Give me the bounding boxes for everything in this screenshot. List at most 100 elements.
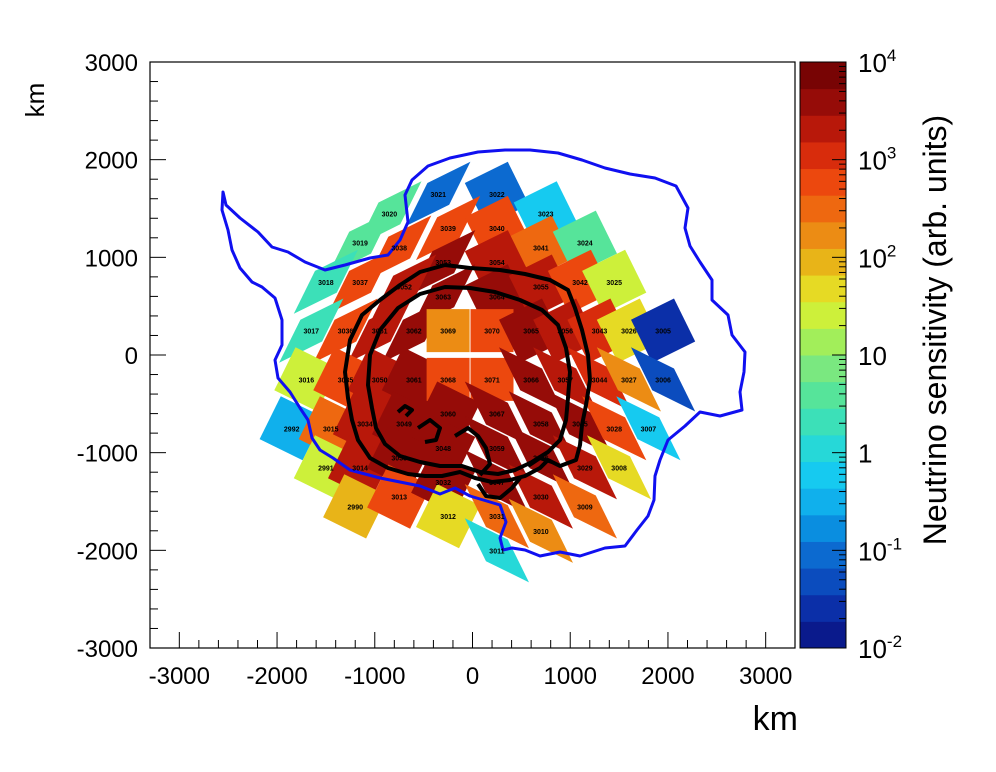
cell-label-3023: 3023 — [538, 211, 554, 218]
cell-label-3043: 3043 — [592, 329, 608, 336]
cell-label-2992: 2992 — [284, 426, 300, 433]
cell-label-3037: 3037 — [352, 280, 368, 287]
continent-outlines — [220, 148, 747, 558]
colorbar-tick-label: 10 — [858, 341, 887, 371]
cell-label-3060: 3060 — [440, 412, 456, 419]
colorbar-segment — [800, 408, 846, 436]
cell-3053 — [411, 230, 476, 295]
x-tick-label: 0 — [466, 663, 479, 690]
cell-3006 — [631, 347, 696, 412]
cell-label-3007: 3007 — [641, 426, 657, 433]
colorbar-tick-label: 102 — [858, 241, 896, 273]
x-axis: -3000 -2000 -1000 0 1000 2000 3000 — [149, 632, 792, 690]
cell-label-3062: 3062 — [406, 329, 422, 336]
cell-label-3038: 3038 — [391, 246, 407, 253]
colorbar-segment — [800, 275, 846, 303]
colorbar-segment — [800, 301, 846, 329]
cell-label-3066: 3066 — [523, 377, 539, 384]
colorbar-segment — [800, 115, 846, 143]
colorbar-segment — [800, 488, 846, 516]
coastline-outline — [220, 148, 747, 558]
cell-label-3071: 3071 — [484, 377, 500, 384]
colorbar-tick-label: 103 — [858, 144, 896, 176]
cell-label-3008: 3008 — [611, 465, 627, 472]
cell-label-3017: 3017 — [304, 329, 320, 336]
cell-label-3016: 3016 — [299, 377, 315, 384]
cell-label-3032: 3032 — [435, 480, 451, 487]
y-tick-label: -1000 — [77, 441, 138, 468]
cell-label-3064: 3064 — [489, 294, 505, 301]
cell-3011 — [464, 518, 529, 583]
colorbar-tick-label: 10-2 — [858, 632, 902, 664]
cell-3025 — [582, 249, 647, 314]
y-tick-label: -3000 — [77, 636, 138, 663]
colorbar-segment — [800, 514, 846, 542]
cell-3030 — [508, 464, 573, 529]
y-axis-label: km — [20, 83, 50, 118]
cell-label-3035: 3035 — [338, 377, 354, 384]
grounding-line-outline — [366, 285, 572, 476]
cell-3010 — [508, 498, 573, 563]
cell-label-3018: 3018 — [318, 280, 334, 287]
cell-label-3021: 3021 — [431, 192, 447, 199]
cell-label-3049: 3049 — [396, 421, 412, 428]
cell-3008 — [587, 435, 652, 500]
colorbar-segment — [800, 248, 846, 276]
cell-label-3070: 3070 — [484, 329, 500, 336]
cell-label-3015: 3015 — [323, 426, 339, 433]
cell-label-3047: 3047 — [489, 480, 505, 487]
cell-label-3052: 3052 — [396, 285, 412, 292]
cell-2992 — [259, 396, 324, 461]
cell-label-3056: 3056 — [558, 329, 574, 336]
colorbar-segment — [800, 221, 846, 249]
cell-label-3033: 3033 — [391, 456, 407, 463]
cell-label-3068: 3068 — [440, 377, 456, 384]
colorbar-segment — [800, 621, 846, 649]
cell-label-3040: 3040 — [489, 226, 505, 233]
cell-label-3027: 3027 — [621, 377, 637, 384]
cell-label-3058: 3058 — [533, 421, 549, 428]
y-tick-label: 3000 — [85, 50, 138, 77]
cell-label-3057: 3057 — [558, 377, 574, 384]
x-tick-label: 1000 — [544, 663, 597, 690]
colorbar-segment — [800, 541, 846, 569]
cell-label-3012: 3012 — [440, 514, 456, 521]
cell-label-3013: 3013 — [391, 495, 407, 502]
cell-label-3006: 3006 — [655, 377, 671, 384]
x-axis-label: km — [753, 700, 798, 738]
cell-3012 — [416, 484, 481, 549]
cell-label-3025: 3025 — [606, 280, 622, 287]
cell-3007 — [616, 396, 681, 461]
cell-label-3014: 3014 — [352, 465, 368, 472]
colorbar-segment — [800, 461, 846, 489]
colorbar-segment — [800, 328, 846, 356]
cell-3069 — [426, 309, 470, 353]
colorbar-label: Neutrino sensitivity (arb. units) — [917, 115, 953, 545]
x-tick-label: 3000 — [739, 663, 792, 690]
cell-label-3063: 3063 — [435, 294, 451, 301]
ice-stream-outline — [396, 404, 553, 500]
cell-label-3034: 3034 — [357, 421, 373, 428]
colorbar-segment — [800, 594, 846, 622]
cell-3057 — [533, 347, 598, 412]
cell-3037 — [328, 249, 393, 314]
cell-label-3050: 3050 — [372, 377, 388, 384]
cell-3039 — [416, 195, 481, 261]
cell-label-3010: 3010 — [533, 529, 549, 536]
cell-2990 — [323, 474, 388, 539]
x-tick-label: -3000 — [149, 663, 210, 690]
cell-label-3069: 3069 — [440, 329, 456, 336]
colorbar-segment — [800, 62, 846, 90]
colorbar-segment — [800, 141, 846, 170]
colorbar-segment — [800, 355, 846, 383]
cell-label-3044: 3044 — [592, 377, 608, 384]
colorbar-tick-label: 1 — [858, 439, 872, 469]
cell-label-3045: 3045 — [572, 421, 588, 428]
cell-3066 — [499, 347, 564, 412]
cell-3005 — [631, 298, 696, 363]
cell-label-3041: 3041 — [533, 246, 549, 253]
x-tick-label: 2000 — [641, 663, 694, 690]
cell-label-3011: 3011 — [489, 548, 504, 555]
cell-3044 — [567, 347, 632, 412]
cell-label-3055: 3055 — [533, 285, 549, 292]
